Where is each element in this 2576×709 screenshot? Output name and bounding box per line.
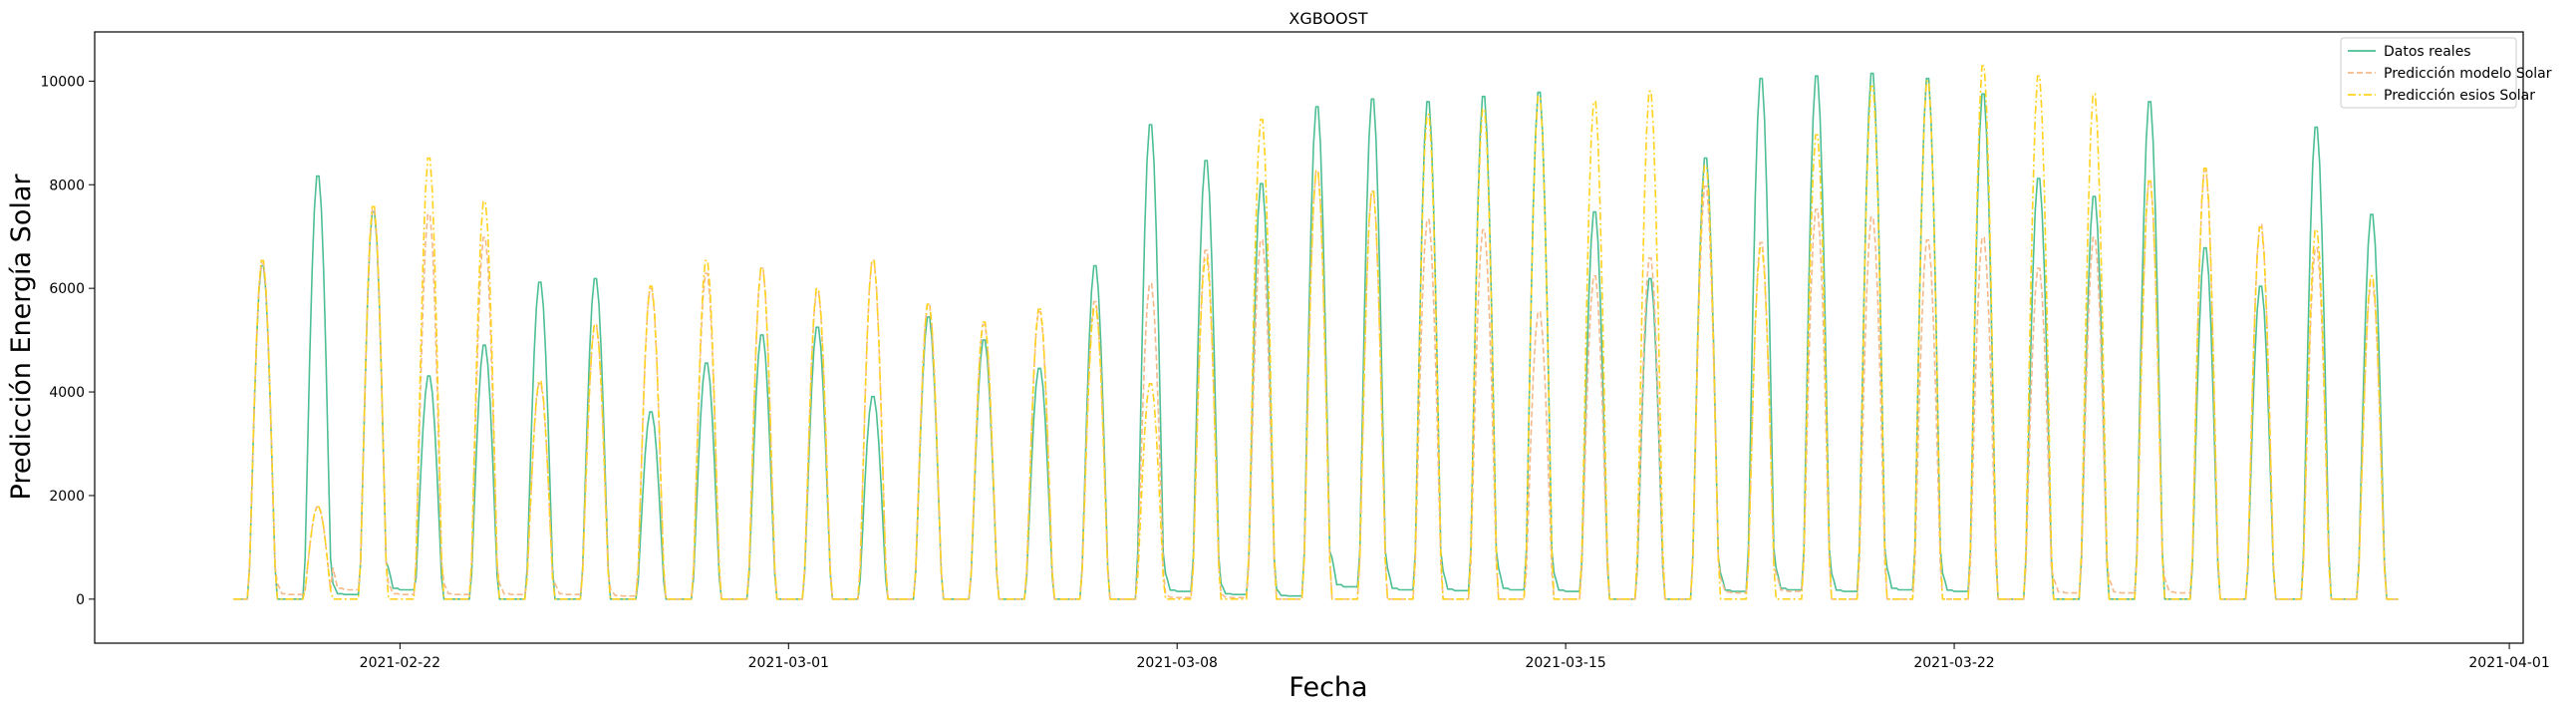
y-tick-label: 0	[76, 592, 85, 608]
y-tick-label: 10000	[40, 74, 85, 90]
legend-label-prediccion-modelo: Predicción modelo Solar	[2384, 66, 2552, 82]
series-line	[233, 72, 2399, 600]
legend-box	[2340, 37, 2517, 109]
x-tick-label: 2021-02-22	[360, 655, 440, 671]
y-axis-ticks: 0 2000 4000 6000 8000 10000	[40, 74, 95, 608]
y-tick-label: 4000	[49, 385, 85, 401]
chart-title: XGBOOST	[1288, 9, 1367, 28]
series-line	[233, 170, 2399, 600]
plot-area	[233, 65, 2399, 600]
x-tick-label: 2021-04-01	[2468, 655, 2549, 671]
x-tick-label: 2021-03-01	[748, 655, 829, 671]
series-line	[233, 65, 2399, 600]
x-axis-ticks: 2021-02-22 2021-03-01 2021-03-08 2021-03-15…	[360, 643, 2550, 671]
legend: Datos reales Predicción modelo Solar Pre…	[2340, 37, 2552, 109]
legend-label-datos-reales: Datos reales	[2384, 44, 2471, 60]
x-tick-label: 2021-03-22	[1913, 655, 1994, 671]
x-axis-label: Fecha	[1288, 672, 1367, 703]
x-tick-label: 2021-03-08	[1137, 655, 1218, 671]
x-tick-label: 2021-03-15	[1525, 655, 1605, 671]
y-tick-label: 8000	[49, 177, 85, 193]
legend-label-prediccion-esios: Predicción esios Solar	[2384, 88, 2535, 104]
y-axis-label: Predicción Energía Solar	[6, 174, 37, 501]
axes-frame	[94, 31, 2524, 644]
y-tick-label: 2000	[49, 489, 85, 505]
y-tick-label: 6000	[49, 281, 85, 297]
